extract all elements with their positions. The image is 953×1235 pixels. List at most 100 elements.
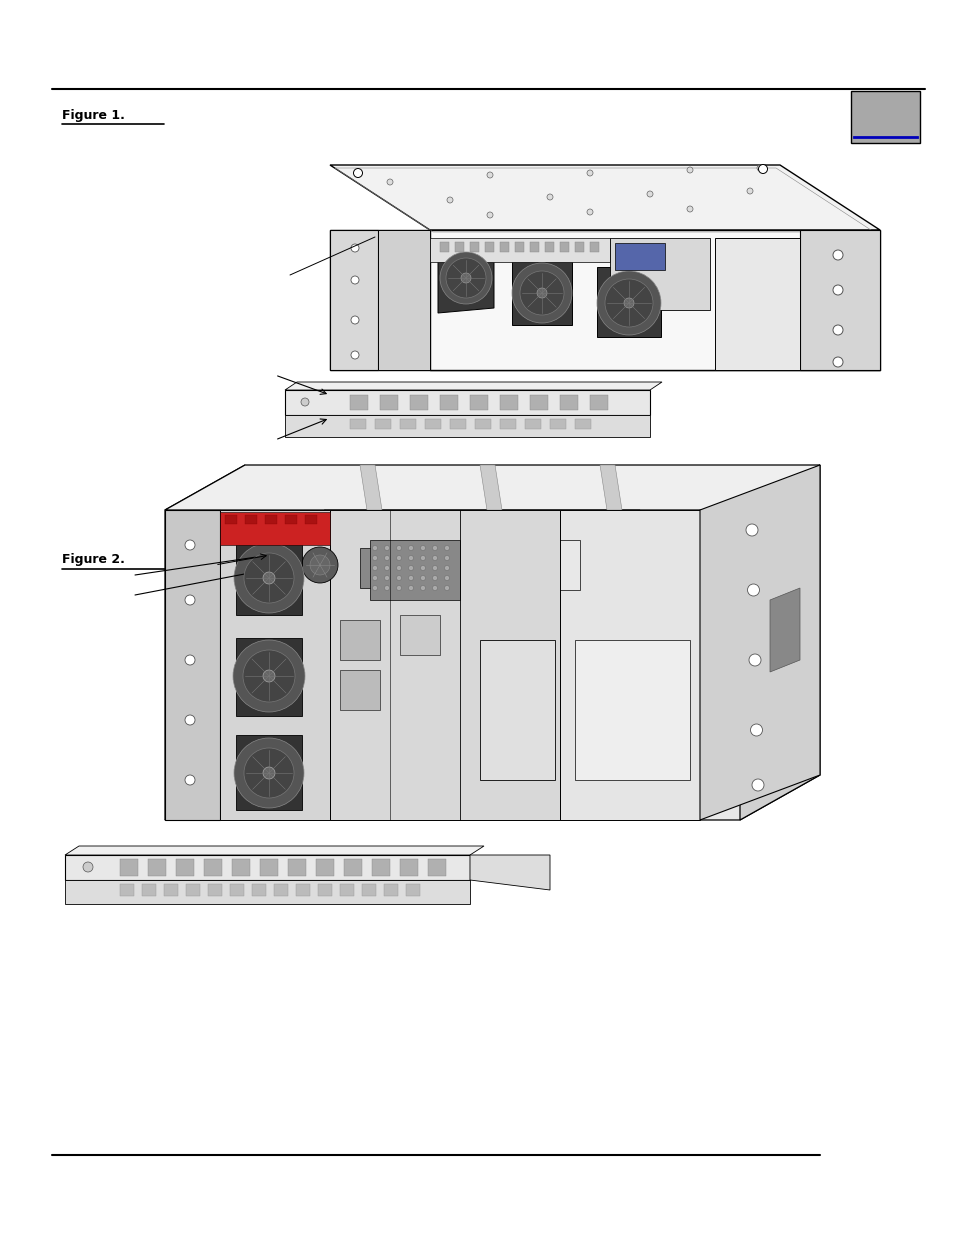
Circle shape <box>408 556 413 561</box>
Circle shape <box>396 546 401 551</box>
Polygon shape <box>186 884 200 897</box>
Polygon shape <box>800 230 879 370</box>
Polygon shape <box>769 588 800 672</box>
Circle shape <box>748 655 760 666</box>
Circle shape <box>233 739 304 808</box>
Circle shape <box>185 655 194 664</box>
Circle shape <box>310 555 330 576</box>
Polygon shape <box>589 242 598 252</box>
Polygon shape <box>512 261 572 325</box>
Polygon shape <box>437 248 494 312</box>
Polygon shape <box>350 395 368 410</box>
Polygon shape <box>559 395 578 410</box>
Polygon shape <box>330 510 559 820</box>
Polygon shape <box>470 242 478 252</box>
Polygon shape <box>359 466 381 510</box>
Circle shape <box>747 584 759 597</box>
Polygon shape <box>235 540 302 615</box>
Polygon shape <box>615 243 664 270</box>
Polygon shape <box>265 510 325 720</box>
Polygon shape <box>428 860 446 876</box>
Polygon shape <box>330 165 879 230</box>
Circle shape <box>396 576 401 580</box>
Polygon shape <box>515 242 523 252</box>
Circle shape <box>351 316 358 324</box>
Polygon shape <box>235 735 302 810</box>
Polygon shape <box>470 395 488 410</box>
Polygon shape <box>559 242 568 252</box>
Circle shape <box>263 767 274 779</box>
Circle shape <box>460 273 471 283</box>
Circle shape <box>597 270 660 335</box>
Circle shape <box>586 209 593 215</box>
Circle shape <box>623 298 634 308</box>
Circle shape <box>444 566 449 571</box>
Polygon shape <box>245 590 740 600</box>
Polygon shape <box>204 860 222 876</box>
Polygon shape <box>609 238 709 310</box>
Circle shape <box>832 325 842 335</box>
Circle shape <box>439 252 492 304</box>
Polygon shape <box>524 419 540 429</box>
Polygon shape <box>265 510 639 540</box>
Polygon shape <box>274 884 288 897</box>
Polygon shape <box>245 730 820 776</box>
Circle shape <box>646 191 652 198</box>
Polygon shape <box>260 860 277 876</box>
Polygon shape <box>235 638 302 716</box>
Circle shape <box>372 556 377 561</box>
Circle shape <box>301 398 309 406</box>
Circle shape <box>384 576 389 580</box>
Circle shape <box>832 357 842 367</box>
Polygon shape <box>430 230 879 370</box>
Circle shape <box>384 566 389 571</box>
Polygon shape <box>305 515 316 524</box>
Circle shape <box>387 179 393 185</box>
Polygon shape <box>208 884 222 897</box>
Polygon shape <box>399 860 417 876</box>
Polygon shape <box>399 419 416 429</box>
Polygon shape <box>245 530 740 534</box>
Polygon shape <box>232 860 250 876</box>
Circle shape <box>444 576 449 580</box>
Circle shape <box>546 194 553 200</box>
Polygon shape <box>120 860 138 876</box>
Polygon shape <box>439 395 457 410</box>
Circle shape <box>446 258 485 298</box>
Text: Figure 2.: Figure 2. <box>62 553 125 567</box>
Polygon shape <box>245 515 256 524</box>
Polygon shape <box>330 230 377 370</box>
Polygon shape <box>350 419 366 429</box>
Circle shape <box>686 206 692 212</box>
Polygon shape <box>375 419 391 429</box>
Polygon shape <box>165 776 820 820</box>
Polygon shape <box>65 846 483 855</box>
Polygon shape <box>361 884 375 897</box>
Polygon shape <box>285 390 649 415</box>
Circle shape <box>444 585 449 590</box>
Circle shape <box>185 540 194 550</box>
Polygon shape <box>559 510 700 820</box>
Polygon shape <box>175 860 193 876</box>
Circle shape <box>432 566 437 571</box>
Polygon shape <box>165 466 245 820</box>
Polygon shape <box>575 242 583 252</box>
Text: Figure 1.: Figure 1. <box>62 109 125 122</box>
Polygon shape <box>700 466 820 820</box>
Circle shape <box>408 576 413 580</box>
Polygon shape <box>285 382 661 390</box>
Circle shape <box>432 576 437 580</box>
Polygon shape <box>330 230 430 370</box>
Circle shape <box>83 862 92 872</box>
Polygon shape <box>479 466 501 510</box>
Circle shape <box>302 547 337 583</box>
Circle shape <box>185 715 194 725</box>
Circle shape <box>351 245 358 252</box>
Polygon shape <box>225 515 236 524</box>
Circle shape <box>751 779 763 790</box>
Polygon shape <box>317 884 332 897</box>
Circle shape <box>586 170 593 177</box>
Circle shape <box>447 198 453 203</box>
Circle shape <box>750 724 761 736</box>
Circle shape <box>432 585 437 590</box>
